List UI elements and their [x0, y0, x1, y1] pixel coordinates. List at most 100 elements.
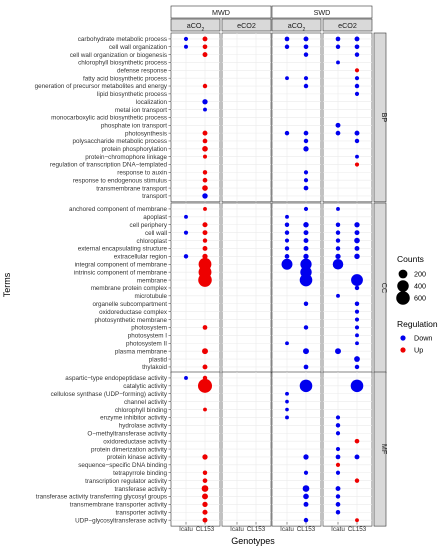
- y-tick-label: phosphate ion transport: [101, 122, 167, 129]
- data-point: [303, 44, 309, 50]
- row-strip-box: [373, 371, 387, 527]
- legend-color-title: Regulation: [397, 319, 438, 329]
- y-tick-label: membrane protein complex: [91, 285, 168, 292]
- data-point: [202, 170, 208, 175]
- legend-size-title: Counts: [397, 254, 424, 264]
- data-point: [336, 207, 340, 211]
- data-point: [202, 478, 208, 483]
- panel-strip-box: [271, 18, 322, 32]
- y-tick-label: transmembrane transporter activity: [70, 502, 168, 509]
- x-tick-label: CL153: [297, 526, 316, 533]
- x-tick-label: CL153: [348, 526, 367, 533]
- data-point: [303, 185, 309, 191]
- x-tick-label: Icatu: [179, 526, 193, 533]
- data-point: [202, 146, 208, 152]
- y-tick-label: protein−chromophore linkage: [85, 154, 167, 161]
- data-point: [202, 193, 208, 199]
- data-point: [354, 44, 360, 50]
- data-point: [285, 214, 289, 219]
- y-tick-label: protein kinase activity: [107, 454, 168, 461]
- top-strip-box: [170, 5, 272, 19]
- data-point: [335, 454, 341, 460]
- data-point: [354, 230, 360, 236]
- data-point: [285, 76, 289, 81]
- y-tick-label: thylakoid: [142, 364, 167, 371]
- data-point: [335, 348, 341, 355]
- data-point: [335, 470, 341, 475]
- data-point: [198, 378, 212, 393]
- x-tick-label: Icatu: [230, 526, 244, 533]
- data-point: [284, 222, 290, 227]
- data-point: [354, 285, 360, 291]
- y-tick-label: organelle subcompartment: [92, 301, 167, 308]
- y-tick-label: protein phosphorylation: [102, 146, 168, 153]
- y-tick-label: external encapsulating structure: [78, 246, 168, 253]
- data-point: [303, 238, 309, 243]
- data-point: [202, 325, 208, 330]
- data-point: [202, 52, 208, 58]
- y-tick-label: regulation of transcription DNA−template…: [50, 162, 168, 169]
- data-point: [335, 44, 341, 49]
- y-tick-label: transferase activity: [115, 486, 168, 493]
- y-tick-label: fatty acid biosynthetic process: [83, 75, 167, 82]
- data-point: [281, 258, 293, 270]
- data-point: [202, 230, 208, 236]
- data-point: [203, 154, 207, 159]
- y-tick-label: microtubule: [134, 293, 167, 300]
- y-tick-label: lipid biosynthetic process: [97, 91, 167, 98]
- data-point: [303, 206, 309, 212]
- y-tick-label: transporter activity: [116, 509, 168, 516]
- data-point: [202, 454, 208, 460]
- legend-color-label: Down: [414, 334, 432, 343]
- data-point: [303, 348, 309, 355]
- y-tick-label: response to auxin: [117, 170, 167, 177]
- data-point: [202, 83, 208, 89]
- y-tick-label: photosystem: [131, 325, 167, 332]
- data-point: [284, 254, 290, 259]
- panel-backgrounds: [170, 32, 373, 527]
- data-point: [303, 36, 309, 42]
- data-point: [332, 258, 344, 270]
- data-point: [303, 364, 309, 370]
- y-tick-label: cell periphery: [130, 222, 168, 229]
- row-strip-label: CC: [380, 283, 389, 293]
- y-tick-label: localization: [136, 99, 168, 106]
- legend-color-swatch: [400, 347, 406, 353]
- y-tick-label: transferase activity transferring glycos…: [36, 494, 167, 501]
- legend-size-swatch: [397, 280, 409, 292]
- data-point: [354, 301, 360, 306]
- data-point: [303, 246, 309, 251]
- data-point: [299, 273, 313, 287]
- x-tick-label: CL153: [196, 526, 215, 533]
- data-point: [335, 130, 341, 136]
- data-point: [303, 146, 309, 152]
- data-point: [354, 246, 360, 251]
- y-tick-label: polysaccharide metabolic process: [73, 138, 168, 145]
- panel-strip-label: eCO2: [237, 21, 256, 30]
- data-point: [336, 293, 340, 298]
- panel-strip-box: [221, 18, 272, 32]
- panel-strip-box: [322, 18, 373, 32]
- legend: Counts 200 400 600 Regulation Down Up: [396, 254, 438, 355]
- y-tick-label: hydrolase activity: [119, 423, 168, 430]
- data-point: [335, 462, 341, 467]
- data-point: [202, 138, 208, 144]
- data-point: [202, 238, 208, 243]
- y-tick-label: plastid: [149, 356, 168, 363]
- data-point: [285, 399, 289, 404]
- data-point: [302, 485, 310, 492]
- data-point: [355, 518, 359, 523]
- top-strip-label: SWD: [314, 8, 331, 17]
- data-point: [202, 185, 208, 191]
- y-tick-label: generation of precursor metabolites and …: [35, 83, 168, 90]
- data-point: [354, 309, 360, 314]
- panel-strip-box: [170, 18, 221, 32]
- data-point: [300, 258, 312, 270]
- data-point: [284, 130, 290, 136]
- data-point: [335, 423, 341, 428]
- data-point: [183, 230, 189, 235]
- data-point: [198, 273, 212, 287]
- data-point: [284, 230, 290, 235]
- data-point: [354, 91, 360, 96]
